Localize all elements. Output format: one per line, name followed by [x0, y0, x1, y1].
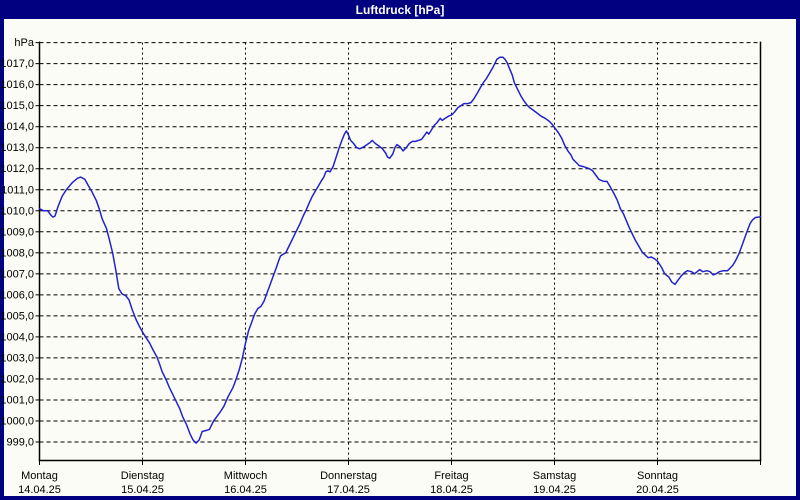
title-bar[interactable]: Luftdruck [hPa] [0, 0, 800, 19]
chart-client-area [4, 19, 796, 496]
window-title: Luftdruck [hPa] [355, 2, 445, 17]
